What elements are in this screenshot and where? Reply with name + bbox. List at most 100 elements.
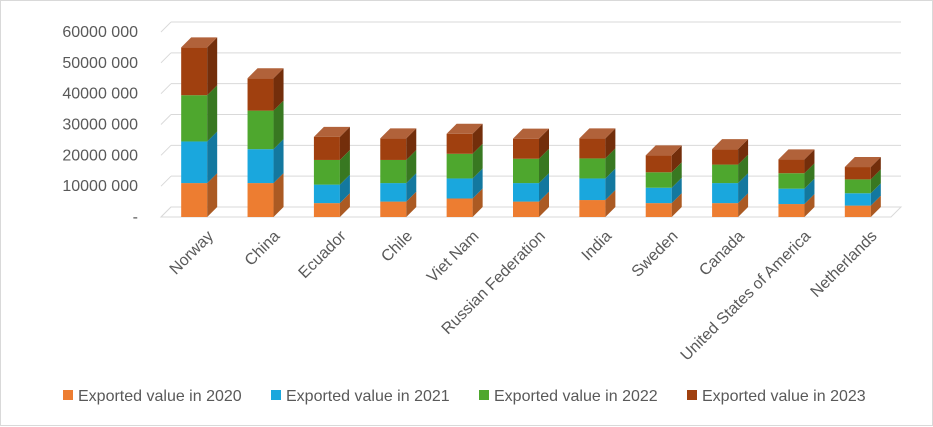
y-tick-label: 40000 000 (62, 86, 138, 103)
bar-front (313, 136, 340, 160)
bar-segment-canada-2 (712, 173, 749, 204)
bar-segment-china-3 (247, 100, 284, 150)
bar-side (207, 131, 218, 184)
bar-segment-sweden-3 (645, 162, 682, 188)
bar-side (273, 68, 284, 111)
legend-label: Exported value in 2022 (494, 388, 658, 405)
bar-side (605, 148, 616, 179)
bar-top (380, 128, 417, 139)
bar-front (712, 149, 739, 165)
bar-top (844, 157, 881, 168)
legend-item-2: Exported value in 2021 (271, 388, 450, 405)
legend-item-3: Exported value in 2022 (479, 388, 658, 405)
bar-side (339, 149, 350, 185)
bar-front (181, 95, 208, 142)
bar-segment-netherlands-2 (844, 183, 881, 206)
bar-side (406, 128, 417, 160)
bar-segment-india-4 (579, 128, 616, 159)
bar-segment-india-3 (579, 148, 616, 179)
bar-front (513, 183, 539, 202)
bar-segment-sweden-1 (645, 193, 682, 217)
y-tick-label: 50000 000 (62, 55, 138, 72)
bar-front (712, 164, 739, 184)
legend-swatch (63, 390, 73, 400)
bar-front (844, 167, 871, 180)
bar-segment-chile-2 (380, 173, 417, 202)
bar-top (446, 123, 483, 134)
legend-label: Exported value in 2020 (78, 388, 242, 405)
bar-segment-india-1 (579, 190, 616, 217)
x-tick-label-ecuador: Ecuador (296, 227, 351, 282)
bar-side (207, 173, 218, 217)
side-wall-gridline (160, 144, 172, 156)
bar-top (247, 68, 284, 79)
bar-front (579, 200, 606, 217)
bar-side (870, 183, 881, 206)
bar-segment-russian-federation-2 (513, 173, 549, 202)
legend-label: Exported value in 2021 (286, 388, 450, 405)
bar-side (605, 190, 616, 217)
side-wall-gridline (160, 83, 172, 95)
bar-segment-netherlands-4 (844, 157, 881, 180)
bar-top (778, 149, 815, 160)
bar-side (406, 149, 417, 184)
bar-side (671, 177, 682, 204)
bar-segment-canada-3 (712, 154, 749, 184)
bar-front (247, 78, 274, 111)
bar-top (313, 126, 350, 137)
bar-front (778, 159, 805, 174)
bar-segment-chile-1 (380, 191, 417, 217)
bar-side (207, 37, 218, 96)
bar-front (380, 159, 407, 184)
bar-side (671, 193, 682, 217)
y-tick-label: 60000 000 (62, 24, 138, 41)
side-wall-gridline (160, 21, 172, 33)
bar-front (181, 183, 208, 217)
legend: Exported value in 2020 Exported value in … (63, 388, 866, 405)
bar-top (181, 37, 218, 48)
bar-front (313, 203, 340, 217)
bar-segment-netherlands-3 (844, 169, 881, 194)
bar-side (804, 194, 815, 217)
x-tick-label-chile: Chile (378, 228, 416, 266)
bar-top (645, 145, 682, 156)
side-wall-gridline (160, 114, 172, 125)
legend-label: Exported value in 2023 (702, 388, 866, 405)
bar-side (406, 191, 417, 217)
bar-side (472, 168, 483, 199)
y-axis-ticks: - 10000 000 20000 000 30000 000 40000 000 500… (62, 24, 138, 226)
x-tick-label-viet-nam: Viet Nam (424, 228, 482, 286)
bar-segment-india-2 (579, 168, 616, 201)
bar-segment-united-states-of-america-3 (778, 163, 815, 189)
bar-side (870, 157, 881, 180)
bar-side (804, 163, 815, 189)
bar-side (539, 148, 549, 184)
bar-front (579, 138, 606, 159)
bar-side (273, 139, 284, 184)
bar-front (446, 153, 473, 179)
y-tick-label: 30000 000 (62, 117, 138, 134)
legend-swatch (687, 390, 697, 400)
legend-swatch (271, 390, 281, 400)
bar-side (671, 145, 682, 173)
bar-front (313, 159, 340, 185)
bar-front (778, 173, 805, 189)
bar-front (181, 141, 208, 184)
legend-item-1: Exported value in 2020 (63, 388, 242, 405)
bar-segment-china-4 (247, 68, 284, 111)
bar-side (605, 168, 616, 201)
bar-front (778, 204, 805, 217)
bar-segment-canada-4 (712, 139, 749, 165)
bar-segment-viet-nam-3 (446, 143, 483, 179)
bar-side (273, 100, 284, 150)
bar-segment-sweden-2 (645, 177, 682, 204)
bar-segment-ecuador-4 (313, 126, 350, 160)
bar-front (712, 203, 739, 217)
bar-front (645, 172, 672, 188)
bar-side (207, 85, 218, 142)
bar-segment-norway-2 (181, 131, 218, 184)
bar-side (339, 174, 350, 204)
x-tick-label-india: India (579, 228, 616, 265)
